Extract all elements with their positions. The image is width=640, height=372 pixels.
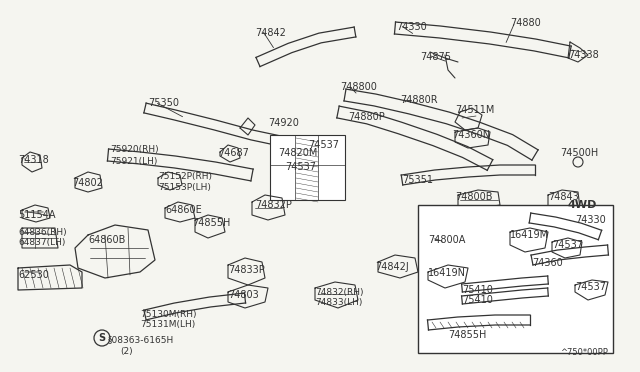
Text: 74338: 74338	[568, 50, 599, 60]
Text: 74800A: 74800A	[428, 235, 465, 245]
Text: 4WD: 4WD	[567, 200, 596, 210]
Bar	[418, 205, 613, 353]
Text: 16419M: 16419M	[510, 230, 549, 240]
Text: 75152P(RH): 75152P(RH)	[158, 172, 212, 181]
Text: 74537: 74537	[308, 140, 339, 150]
Text: 64836(RH): 64836(RH)	[18, 228, 67, 237]
Text: 74511M: 74511M	[455, 105, 494, 115]
Text: 74832(RH): 74832(RH)	[315, 288, 364, 297]
Text: 74687: 74687	[218, 148, 249, 158]
Bar	[270, 135, 345, 200]
Text: 74843: 74843	[548, 192, 579, 202]
Text: 75350: 75350	[148, 98, 179, 108]
Text: 74537: 74537	[285, 162, 316, 172]
Text: 74875: 74875	[420, 52, 451, 62]
Text: 74833(LH): 74833(LH)	[315, 298, 362, 307]
Text: 75410: 75410	[462, 295, 493, 305]
Text: 64860E: 64860E	[165, 205, 202, 215]
Text: 74803: 74803	[228, 290, 259, 300]
Text: 74800B: 74800B	[455, 192, 493, 202]
Text: S: S	[99, 333, 106, 343]
Text: 74330: 74330	[575, 215, 605, 225]
Text: 64860B: 64860B	[88, 235, 125, 245]
Text: §08363-6165H: §08363-6165H	[108, 335, 174, 344]
Text: 74802: 74802	[72, 178, 103, 188]
Text: 75920(RH): 75920(RH)	[110, 145, 159, 154]
Text: 74880R: 74880R	[400, 95, 438, 105]
Text: 64837(LH): 64837(LH)	[18, 238, 65, 247]
Text: 75131M(LH): 75131M(LH)	[140, 320, 195, 329]
Text: 75410: 75410	[462, 285, 493, 295]
Text: 51154A: 51154A	[18, 210, 56, 220]
Text: 74330: 74330	[396, 22, 427, 32]
Text: 62530: 62530	[18, 270, 49, 280]
Text: 74537: 74537	[575, 282, 606, 292]
Text: 74318: 74318	[18, 155, 49, 165]
Text: 74832P: 74832P	[255, 200, 292, 210]
Text: 74833P: 74833P	[228, 265, 265, 275]
Text: 75921(LH): 75921(LH)	[110, 157, 157, 166]
Text: 74855H: 74855H	[448, 330, 486, 340]
Text: 74920: 74920	[268, 118, 299, 128]
Text: 74360: 74360	[532, 258, 563, 268]
Text: 74360N: 74360N	[452, 130, 490, 140]
Text: 74842J: 74842J	[375, 262, 409, 272]
Text: 74820M: 74820M	[278, 148, 317, 158]
Text: 74537: 74537	[552, 240, 583, 250]
Text: 74880: 74880	[510, 18, 541, 28]
Text: 75153P(LH): 75153P(LH)	[158, 183, 211, 192]
Text: ^750*00PP: ^750*00PP	[560, 348, 608, 357]
Text: 75130M(RH): 75130M(RH)	[140, 310, 196, 319]
Text: 75351: 75351	[402, 175, 433, 185]
Text: 74855H: 74855H	[192, 218, 230, 228]
Text: 16419N: 16419N	[428, 268, 466, 278]
Text: 74842: 74842	[255, 28, 286, 38]
Text: 748800: 748800	[340, 82, 377, 92]
Text: (2): (2)	[120, 347, 132, 356]
Text: 74500H: 74500H	[560, 148, 598, 158]
Text: 74880P: 74880P	[348, 112, 385, 122]
